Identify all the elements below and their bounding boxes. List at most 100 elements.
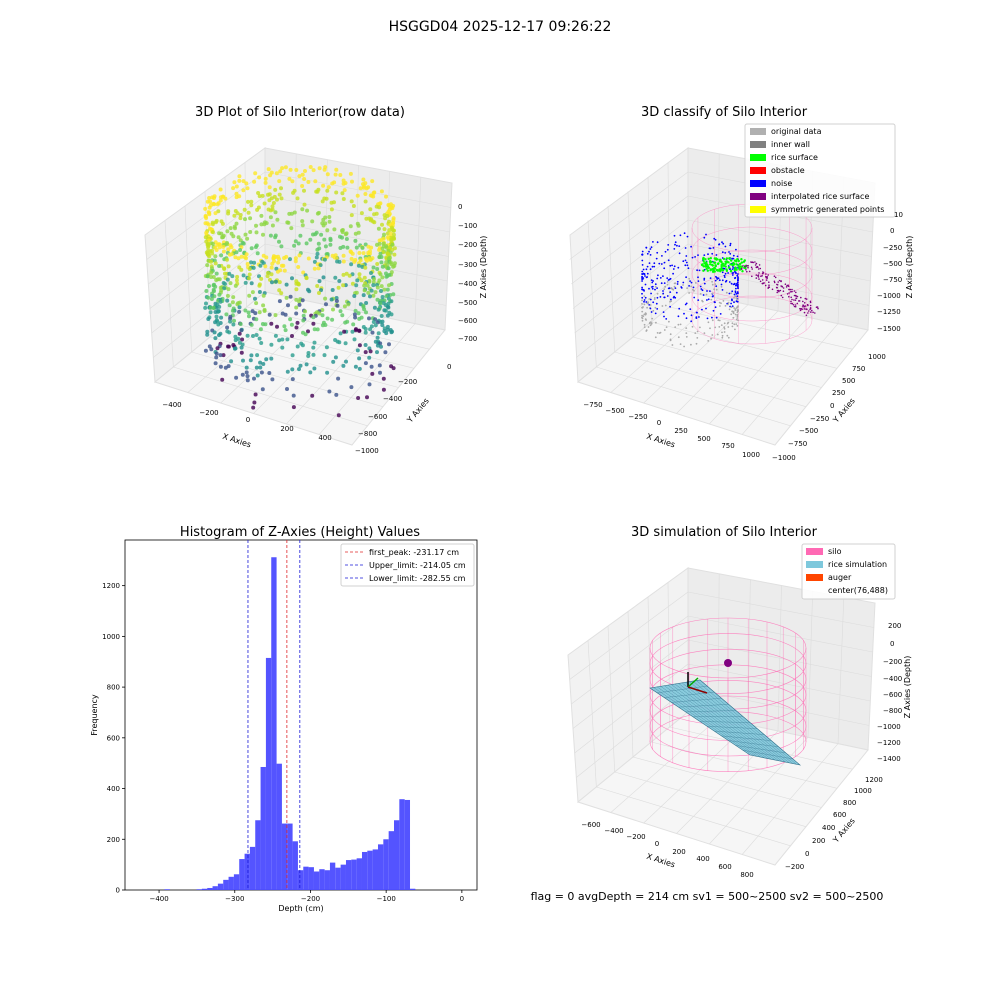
classified-point [664, 285, 667, 288]
raw-data-point [333, 275, 338, 280]
interpolated-point [805, 314, 808, 317]
interpolated-point [759, 267, 762, 270]
raw-data-point [227, 303, 232, 308]
classified-point [649, 307, 652, 310]
raw-data-point [265, 274, 270, 279]
raw-data-point [350, 179, 354, 184]
raw-data-point [355, 278, 360, 283]
interpolated-point [758, 264, 761, 266]
raw-data-point [375, 320, 380, 325]
raw-data-point [257, 274, 261, 279]
raw-data-point [388, 231, 393, 236]
raw-data-point [334, 296, 339, 300]
classified-point [667, 279, 670, 281]
raw-data-point [362, 288, 367, 293]
classified-point [670, 300, 672, 303]
classified-point [699, 285, 702, 288]
panel2-y-ticks: −1000 −750 −500 −250 0 250 500 750 1000 [772, 353, 886, 462]
raw-data-point [211, 230, 215, 235]
grid-line [576, 687, 689, 778]
raw-data-point [212, 196, 216, 200]
panel2-silo-outline [691, 203, 813, 345]
classified-point [682, 284, 684, 286]
classified-point [713, 288, 715, 291]
classified-point [719, 305, 721, 307]
classified-point [718, 243, 721, 246]
raw-data-point [357, 272, 362, 277]
interpolated-point [794, 299, 797, 302]
classified-point [723, 276, 726, 278]
classified-point [645, 268, 648, 271]
rice-surface-point [711, 267, 715, 271]
raw-data-point [239, 328, 244, 333]
interpolated-point [809, 307, 812, 310]
classified-point [641, 303, 643, 305]
hist-bar [244, 853, 250, 890]
raw-data-point [273, 210, 278, 215]
raw-data-point [336, 376, 341, 381]
raw-data-point [234, 184, 239, 189]
raw-data-point [215, 242, 220, 247]
raw-data-point [277, 239, 281, 244]
classified-point [648, 262, 651, 264]
classified-point [669, 305, 671, 308]
panel2-x-label: X Axies [645, 432, 676, 450]
raw-data-point [225, 277, 230, 282]
rice-surface-point [727, 266, 731, 269]
raw-data-point [382, 287, 387, 292]
raw-data-point [300, 343, 305, 348]
classified-point [695, 342, 698, 345]
raw-data-point [368, 207, 373, 212]
classified-point [645, 330, 648, 332]
interpolated-point [757, 268, 760, 270]
raw-data-point [321, 217, 326, 222]
classified-point [641, 292, 643, 295]
classified-point [737, 277, 739, 280]
raw-data-point [237, 178, 242, 183]
hist-bar [201, 888, 208, 890]
classified-point [731, 268, 734, 270]
raw-data-point [285, 337, 290, 342]
classified-point [690, 245, 692, 248]
rice-surface-point [724, 265, 727, 268]
panel4-y-tick: 600 [833, 811, 846, 819]
classified-point [721, 334, 724, 337]
classified-point [736, 305, 739, 308]
raw-data-point [217, 277, 222, 282]
classified-point [683, 312, 685, 315]
panel4-y-tick: 1200 [865, 776, 883, 784]
raw-data-point [360, 245, 365, 250]
raw-data-point [350, 251, 355, 256]
panel1-y-tick: 0 [447, 363, 451, 371]
raw-data-point [341, 181, 346, 186]
panel4-x-ticks: −600 −400 −200 0 200 400 600 800 [581, 821, 753, 879]
panel4-z-tick: −800 [883, 707, 902, 715]
raw-data-point [303, 332, 308, 337]
raw-data-point [271, 201, 276, 205]
interpolated-point [767, 274, 769, 276]
raw-data-point [231, 295, 236, 300]
hist-bar [303, 866, 309, 890]
hist-bar [292, 841, 298, 890]
classified-point [731, 299, 733, 302]
classified-point [643, 273, 646, 276]
classified-point [688, 285, 690, 287]
hist-y-tick: 800 [107, 684, 120, 692]
raw-data-point [288, 317, 293, 322]
hist-bar [404, 799, 411, 890]
raw-data-point [375, 267, 380, 271]
raw-data-point [294, 297, 299, 302]
panel4-z-tick: −1200 [877, 739, 901, 747]
surface-mesh-line [692, 680, 793, 764]
raw-data-point [377, 363, 382, 368]
hist-bar [394, 820, 400, 890]
panel4-z-tick: −1000 [877, 723, 901, 731]
raw-data-point [231, 234, 236, 239]
classified-point [711, 280, 713, 283]
raw-data-point [287, 176, 292, 181]
raw-data-point [334, 190, 339, 195]
interpolated-point [802, 300, 804, 303]
panel1-x-tick: 200 [280, 425, 293, 433]
classified-point [645, 301, 648, 303]
